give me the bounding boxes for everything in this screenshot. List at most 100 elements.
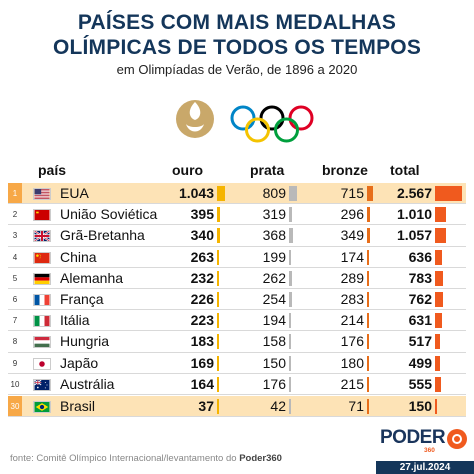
- bronze-bar: [367, 270, 370, 286]
- publish-date: 27.jul.2024: [376, 461, 474, 474]
- total-value: 762: [408, 290, 432, 307]
- gold-bar: [217, 207, 220, 223]
- prata-value: 150: [262, 354, 286, 371]
- bronze-bar: [367, 249, 369, 265]
- total-value: 783: [408, 269, 432, 286]
- flag-france-icon: [33, 293, 51, 306]
- total-value: 2.567: [396, 185, 432, 201]
- silver-bar: [289, 376, 291, 392]
- bronze-value: 214: [340, 312, 364, 329]
- bronze-bar: [367, 186, 373, 201]
- country-name: Brasil: [60, 397, 96, 414]
- poder360-sun-icon: [447, 429, 467, 449]
- bronze-bar: [367, 376, 369, 392]
- header-total: total: [390, 162, 420, 178]
- silver-bar: [289, 398, 291, 414]
- silver-bar: [289, 186, 297, 201]
- ouro-value: 164: [190, 375, 214, 392]
- title-line-1: PAÍSES COM MAIS MEDALHAS: [77, 11, 397, 34]
- silver-bar: [289, 249, 291, 265]
- total-bar: [435, 186, 462, 201]
- ouro-value: 263: [190, 248, 214, 265]
- prata-value: 809: [262, 185, 286, 201]
- bronze-value: 283: [340, 290, 364, 307]
- flag-japan-icon: [33, 357, 51, 370]
- country-name: França: [60, 290, 104, 307]
- medal-table: 1 EUA 1.043 809 715 2.567 2 União Soviética 395 3…: [8, 183, 466, 418]
- ouro-value: 37: [198, 397, 214, 414]
- total-bar: [435, 270, 444, 286]
- country-name: Hungria: [60, 333, 110, 350]
- bronze-bar: [367, 313, 369, 329]
- ouro-value: 395: [190, 206, 214, 223]
- total-value: 150: [408, 397, 432, 414]
- ouro-value: 226: [190, 290, 214, 307]
- total-value: 1.010: [396, 206, 432, 223]
- rank-number: 2: [12, 210, 18, 220]
- silver-bar: [289, 313, 291, 329]
- bronze-bar: [367, 355, 369, 371]
- header-prata: prata: [250, 162, 285, 178]
- silver-bar: [289, 291, 292, 307]
- total-bar: [435, 291, 443, 307]
- country-name: Austrália: [60, 375, 115, 392]
- table-row: 6 França 226 254 283 762: [8, 289, 466, 311]
- bronze-value: 289: [340, 269, 364, 286]
- table-row: 8 Hungria 183 158 176 517: [8, 331, 466, 353]
- brand-logo: PODER: [380, 427, 446, 448]
- header-pais: país: [38, 162, 67, 178]
- silver-bar: [289, 228, 293, 244]
- total-value: 636: [408, 248, 432, 265]
- prata-value: 194: [262, 312, 286, 329]
- country-name: Grã-Bretanha: [60, 227, 145, 244]
- paris-2024-logo-icon: [176, 100, 214, 138]
- header-bronze: bronze: [322, 162, 368, 178]
- bronze-value: 176: [340, 333, 364, 350]
- gold-bar: [217, 313, 219, 329]
- gold-bar: [217, 398, 219, 414]
- country-name: EUA: [60, 185, 89, 201]
- source-note: fonte: Comitê Olímpico Internacional/lev…: [10, 453, 282, 464]
- ouro-value: 340: [190, 227, 214, 244]
- total-value: 1.057: [396, 227, 432, 244]
- flag-uk-icon: [33, 230, 51, 243]
- ouro-value: 1.043: [178, 185, 214, 201]
- flag-hungary-icon: [33, 336, 51, 349]
- flag-ussr-icon: [33, 209, 51, 222]
- silver-bar: [289, 334, 291, 350]
- bronze-value: 296: [340, 206, 364, 223]
- silver-bar: [289, 270, 292, 286]
- prata-value: 199: [262, 248, 286, 265]
- bronze-bar: [367, 228, 370, 244]
- flag-italy-icon: [33, 315, 51, 328]
- bronze-value: 715: [340, 185, 364, 201]
- flag-usa-icon: [33, 188, 51, 200]
- rank-number: 1: [8, 183, 22, 204]
- total-bar: [435, 313, 442, 329]
- rank-number: 8: [12, 337, 18, 347]
- logos: [0, 98, 474, 144]
- country-name: Alemanha: [60, 269, 124, 286]
- ouro-value: 223: [190, 312, 214, 329]
- gold-bar: [217, 249, 219, 265]
- rank-number: 4: [12, 252, 18, 262]
- total-bar: [435, 228, 447, 244]
- gold-bar: [217, 376, 219, 392]
- rank-number: 30: [8, 395, 22, 417]
- bronze-bar: [367, 291, 370, 307]
- prata-value: 262: [262, 269, 286, 286]
- gold-bar: [217, 186, 225, 201]
- prata-value: 254: [262, 290, 286, 307]
- country-name: China: [60, 248, 97, 265]
- table-row: 1 EUA 1.043 809 715 2.567: [8, 183, 466, 205]
- table-row: 7 Itália 223 194 214 631: [8, 310, 466, 332]
- table-row: 5 Alemanha 232 262 289 783: [8, 268, 466, 289]
- rank-number: 5: [12, 273, 18, 283]
- bronze-bar: [367, 334, 369, 350]
- total-bar: [435, 207, 446, 223]
- gold-bar: [217, 334, 219, 350]
- bronze-value: 180: [340, 354, 364, 371]
- bronze-value: 215: [340, 375, 364, 392]
- total-bar: [435, 334, 441, 350]
- total-value: 555: [408, 375, 432, 392]
